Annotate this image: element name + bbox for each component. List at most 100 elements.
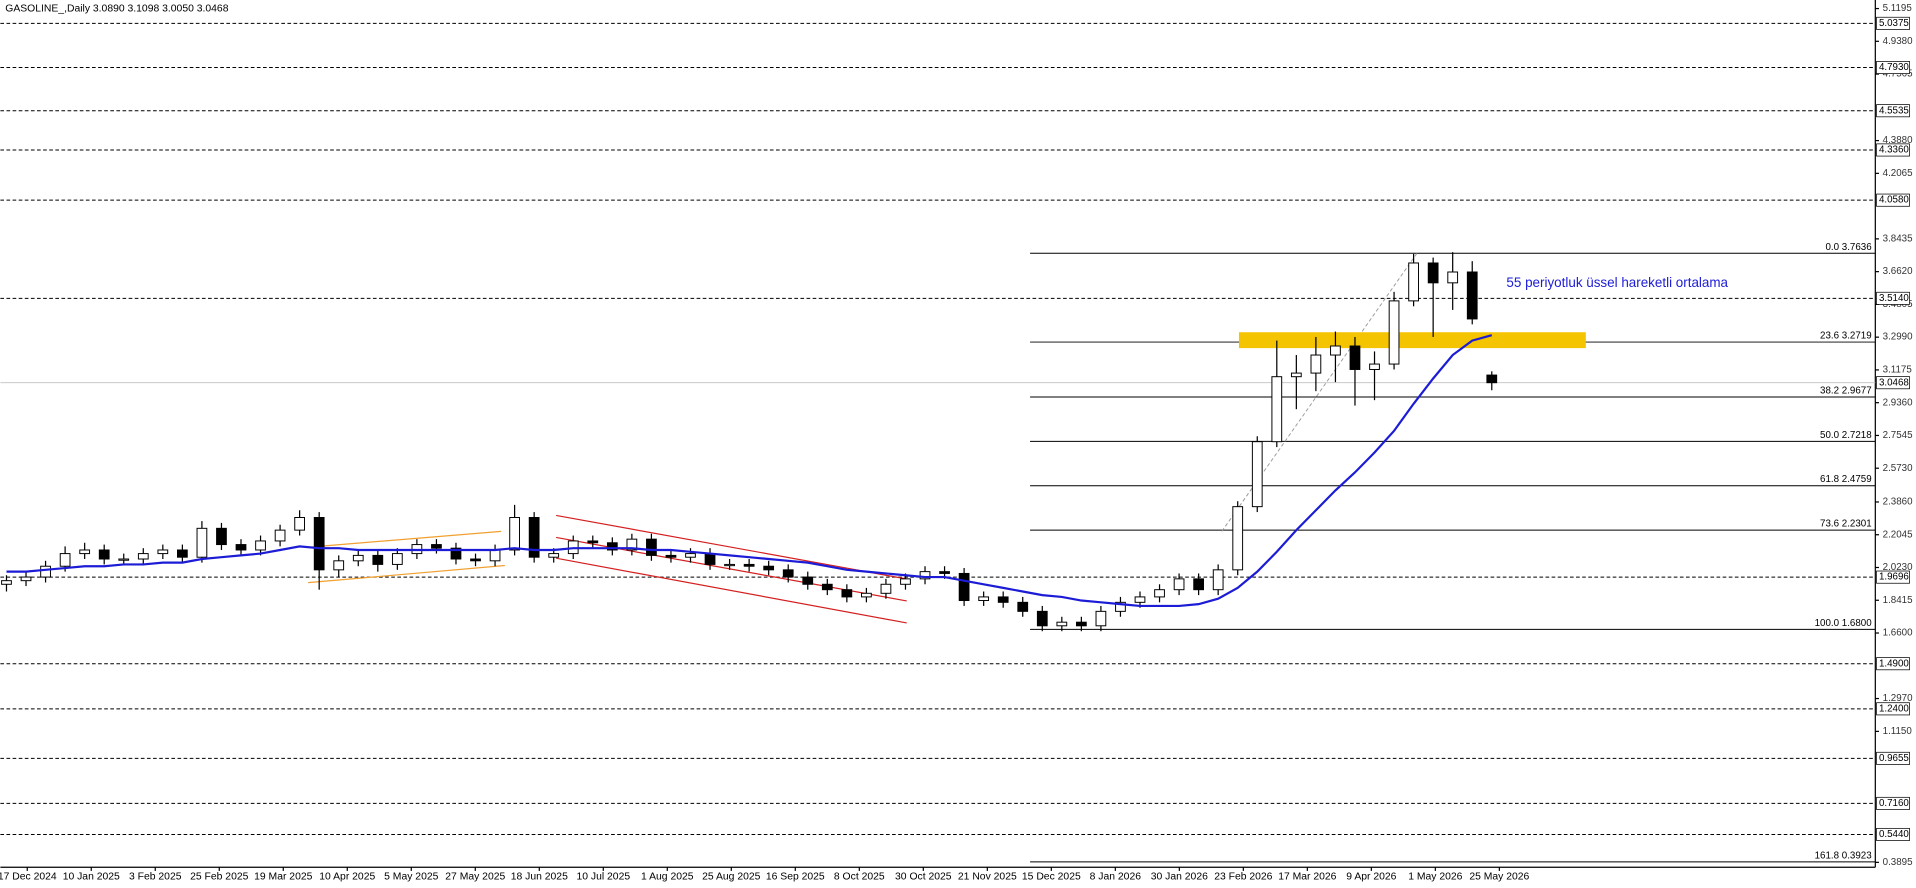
candle-body	[528, 517, 540, 558]
level-label-box	[1876, 702, 1910, 716]
candle-body	[1310, 354, 1322, 374]
level-label-box	[1876, 193, 1910, 207]
level-label: 1.4900	[1879, 658, 1909, 669]
candle-body	[939, 571, 950, 574]
y-tick-label: 2.3860	[1883, 497, 1913, 508]
level-label: 1.9696	[1879, 572, 1909, 583]
candle-body	[216, 527, 227, 546]
y-tick-label: 3.2990	[1883, 332, 1913, 343]
candle-body	[391, 553, 403, 565]
candle-body	[743, 563, 755, 567]
channel-line	[556, 557, 907, 624]
candle-body	[978, 596, 990, 602]
x-tick-label: 10 Jan 2025	[63, 872, 120, 883]
candle-body	[274, 529, 286, 542]
level-label-box	[1876, 143, 1910, 157]
candle-body	[802, 576, 814, 585]
fib-label: 100.0 1.6800	[1815, 618, 1873, 629]
candle-body	[1447, 271, 1459, 284]
fib-label: 50.0 2.7218	[1820, 430, 1872, 441]
candle-body	[861, 592, 872, 598]
x-tick-label: 30 Jan 2026	[1151, 872, 1208, 883]
current-price-box	[1876, 376, 1910, 390]
candle-body	[1212, 569, 1224, 591]
candle-body	[1, 580, 12, 585]
candle-body	[626, 538, 638, 551]
candle-body	[1017, 601, 1029, 612]
level-label: 0.7160	[1879, 798, 1909, 809]
candle-body	[1330, 345, 1341, 356]
level-label-box	[1876, 751, 1910, 765]
resistance-zone	[1238, 332, 1586, 349]
current-price-label: 3.0468	[1879, 377, 1909, 388]
y-tick-label: 3.6620	[1883, 266, 1913, 277]
candle-body	[880, 583, 892, 594]
x-tick-label: 16 Sep 2025	[766, 872, 825, 883]
candle-body	[1115, 601, 1126, 612]
candle-body	[1271, 376, 1283, 443]
candle-body	[606, 542, 618, 551]
candle-body	[450, 547, 462, 560]
candle-body	[919, 571, 931, 580]
candle-body	[59, 553, 71, 567]
fib-label: 23.6 3.2719	[1820, 331, 1872, 342]
candle-body	[20, 576, 32, 582]
y-tick-label: 4.9380	[1883, 36, 1913, 47]
x-tick-label: 8 Oct 2025	[834, 872, 885, 883]
fib-trend-line	[1221, 252, 1418, 532]
chart-title: GASOLINE_,Daily 3.0890 3.1098 3.0050 3.0…	[5, 3, 228, 14]
candle-body	[137, 553, 149, 560]
candle-body	[40, 565, 51, 578]
candle-body	[1036, 610, 1048, 627]
level-label-box	[1876, 16, 1910, 30]
x-tick-label: 19 Mar 2025	[254, 872, 312, 883]
fib-label: 38.2 2.9677	[1820, 385, 1872, 396]
candle-body	[1154, 589, 1165, 598]
candle-body	[958, 572, 970, 602]
y-tick-label: 3.1175	[1883, 365, 1913, 376]
y-tick-label: 2.7545	[1883, 430, 1913, 441]
y-tick-label: 1.2970	[1883, 693, 1913, 704]
level-label-box	[1876, 657, 1910, 671]
level-label-box	[1876, 104, 1910, 118]
candle-body	[98, 549, 110, 560]
channel-line	[308, 530, 502, 548]
y-tick-label: 1.8415	[1883, 595, 1913, 606]
x-tick-label: 30 Oct 2025	[895, 872, 952, 883]
fib-label: 0.0 3.7636	[1825, 242, 1871, 253]
candle-body	[1290, 372, 1302, 378]
candle-body	[176, 549, 188, 558]
candle-body	[685, 553, 696, 558]
candle-body	[1251, 441, 1263, 508]
level-label-box	[1876, 827, 1910, 841]
candle-body	[1486, 374, 1498, 384]
channel-line	[556, 514, 907, 580]
level-label: 4.5535	[1879, 105, 1909, 116]
candle-body	[1095, 610, 1107, 627]
level-label: 0.5440	[1879, 829, 1909, 840]
y-tick-label: 0.3895	[1883, 857, 1913, 868]
levels: 5.1195 4.9380 4.7565 4.3880 4.2065 3.8435 3.66…	[0, 3, 1913, 883]
level-label: 5.0375	[1879, 18, 1909, 29]
y-tick-label: 1.6600	[1883, 628, 1913, 639]
candle-body	[1466, 271, 1478, 320]
x-tick-label: 25 Aug 2025	[702, 872, 761, 883]
x-tick-label: 17 Dec 2024	[0, 872, 57, 883]
x-tick-label: 25 Feb 2025	[190, 872, 248, 883]
y-tick-label: 2.5730	[1883, 463, 1913, 474]
candle-body	[1388, 300, 1400, 365]
candle-body	[157, 549, 169, 555]
x-tick-label: 5 May 2025	[384, 872, 438, 883]
x-tick-label: 21 Nov 2025	[958, 872, 1017, 883]
candle-body	[255, 540, 266, 551]
y-tick-label: 4.7565	[1883, 69, 1913, 80]
y-tick-label: 4.3880	[1883, 135, 1913, 146]
level-label: 4.7930	[1879, 62, 1909, 73]
candle-body	[196, 527, 208, 558]
x-tick-label: 27 May 2025	[445, 872, 505, 883]
y-tick-label: 3.8435	[1883, 233, 1913, 244]
level-label-box	[1876, 570, 1910, 584]
y-tick-label: 4.2065	[1883, 168, 1913, 179]
